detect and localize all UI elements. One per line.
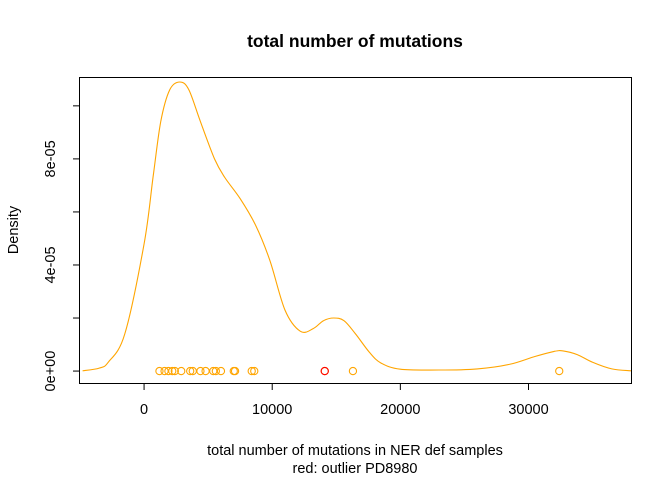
x-axis-label: total number of mutations in NER def sam…	[207, 443, 503, 459]
x-tick-label: 20000	[380, 402, 420, 418]
plot-area	[82, 81, 632, 376]
density-curve	[82, 81, 632, 372]
y-axis: 0e+00 4e-05 8e-05	[43, 105, 80, 392]
x-tick-label: 10000	[252, 402, 292, 418]
y-tick-label: 4e-05	[43, 246, 59, 283]
sample-point	[177, 366, 186, 376]
sample-point	[348, 366, 358, 376]
sample-point	[250, 366, 259, 376]
sample-point	[186, 366, 195, 376]
sample-point	[155, 366, 164, 376]
x-tick-label: 30000	[508, 402, 548, 418]
sample-point	[216, 366, 226, 376]
outlier-point	[320, 366, 329, 376]
sample-point	[168, 366, 177, 376]
y-axis-label: Density	[6, 205, 22, 254]
chart-title: total number of mutations	[247, 31, 463, 51]
sample-point	[230, 366, 240, 376]
sample-point	[201, 366, 210, 376]
sample-point	[555, 366, 564, 376]
x-axis: 0 10000 20000 30000	[140, 383, 549, 418]
y-tick-label: 0e+00	[43, 351, 59, 392]
y-tick-label: 8e-05	[43, 140, 59, 177]
sample-point	[196, 366, 205, 376]
sample-point	[247, 366, 256, 376]
x-axis-label-note: red: outlier PD8980	[293, 461, 418, 477]
plot-frame	[79, 77, 632, 384]
sample-point	[211, 366, 220, 376]
sample-point	[170, 366, 179, 376]
x-tick-label: 0	[140, 402, 148, 418]
sample-point	[164, 366, 173, 376]
